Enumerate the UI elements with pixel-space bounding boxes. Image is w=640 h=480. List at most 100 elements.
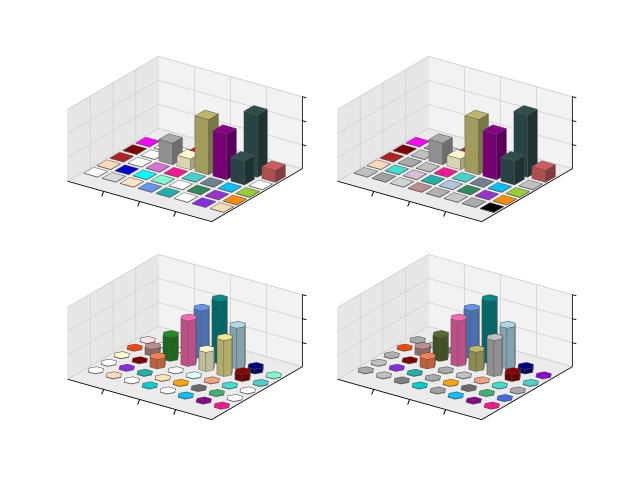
z-tick [572,294,577,297]
x-tick [407,201,411,207]
bar-7-2 [239,386,256,395]
bar-1-3 [144,342,161,357]
x-tick [371,389,375,395]
z-tick [302,294,307,297]
bar-2-1 [136,368,153,377]
bar-4-0 [425,187,451,198]
bar-6-1 [474,189,500,201]
bar-6-2 [491,381,508,390]
z-tick [572,342,577,345]
bar-3-3 [450,313,467,367]
bar-5-1 [460,384,477,392]
bar-3-1 [424,374,441,382]
bar-5-0 [443,192,469,203]
bar-5-0 [177,391,194,400]
bar-1-1 [114,164,140,176]
bar-5-3 [216,333,233,377]
bar-5-1 [456,184,482,196]
x-tick [407,399,411,405]
bar-0-2 [383,351,400,360]
bar-1-2 [397,157,423,168]
bar-3-3 [180,313,197,367]
z-tick [572,318,577,321]
bar-4-2 [451,172,477,183]
bar-1-0 [105,371,122,380]
bar-2-1 [402,169,428,181]
bar-3-2 [433,167,459,178]
bar-2-0 [393,376,410,385]
bar-3-2 [167,366,184,375]
bar-7-4 [261,160,287,183]
bar-6-1 [204,189,230,201]
panel-bottom-left [66,253,307,421]
bar-6-0 [465,396,482,405]
z-tick [572,144,577,147]
bar-1-1 [118,363,135,372]
bar-2-0 [123,376,140,385]
bar-6-0 [191,197,217,209]
bar-4-1 [442,379,459,387]
x-tick [443,211,447,217]
bar-7-3 [518,179,544,191]
bar-7-0 [479,202,505,214]
bar-4-3 [468,345,485,372]
bar-7-0 [483,401,500,410]
bar-1-1 [388,363,405,372]
bar-4-3 [198,345,215,372]
bar-0-2 [379,151,405,163]
bar-5-1 [186,184,212,196]
bar-0-1 [366,159,392,171]
z-tick [572,96,577,99]
bar-7-1 [492,194,518,206]
bar-2-2 [419,352,436,370]
y-axis-line [481,168,573,222]
bar-3-0 [407,182,433,193]
bar-3-2 [437,366,454,375]
x-tick [173,211,177,217]
bar-5-2 [469,177,495,188]
x-tick [173,409,177,415]
bar-4-2 [185,371,202,380]
bar-7-1 [496,394,513,403]
bar-0-0 [357,366,374,375]
bar-4-2 [181,172,207,183]
x-tick [443,409,447,415]
bar-5-0 [447,391,464,400]
bar-5-3 [212,124,238,181]
bar-2-0 [389,177,415,188]
bar-4-0 [155,187,181,198]
bar-3-2 [163,167,189,178]
bar-0-3 [122,144,148,156]
z-tick [302,342,307,345]
bar-5-3 [482,124,508,181]
bar-7-4 [535,371,552,380]
x-axis-line [337,180,482,223]
bar-0-3 [396,343,413,352]
y-axis-line [211,168,303,222]
grid-line [67,277,303,332]
bar-0-1 [370,358,387,367]
z-tick [302,96,307,99]
bar-3-1 [154,374,171,382]
x-tick [371,191,375,197]
bar-7-1 [226,394,243,403]
bar-2-3 [162,330,179,362]
bar-4-1 [172,379,189,387]
x-tick [101,389,105,395]
z-tick [302,144,307,147]
z-tick [302,120,307,123]
y-axis-line [481,366,573,420]
bar-6-2 [487,182,513,193]
bar-5-2 [473,376,490,385]
bar-6-3 [500,151,526,186]
bar-7-3 [522,379,539,387]
bar-0-1 [100,358,117,367]
bar-1-2 [401,356,418,365]
bar-7-4 [265,371,282,380]
bar-0-0 [83,167,109,178]
bar-4-1 [438,179,464,191]
x-tick [137,399,141,405]
bar-7-2 [509,386,526,395]
bar-7-1 [222,194,248,206]
